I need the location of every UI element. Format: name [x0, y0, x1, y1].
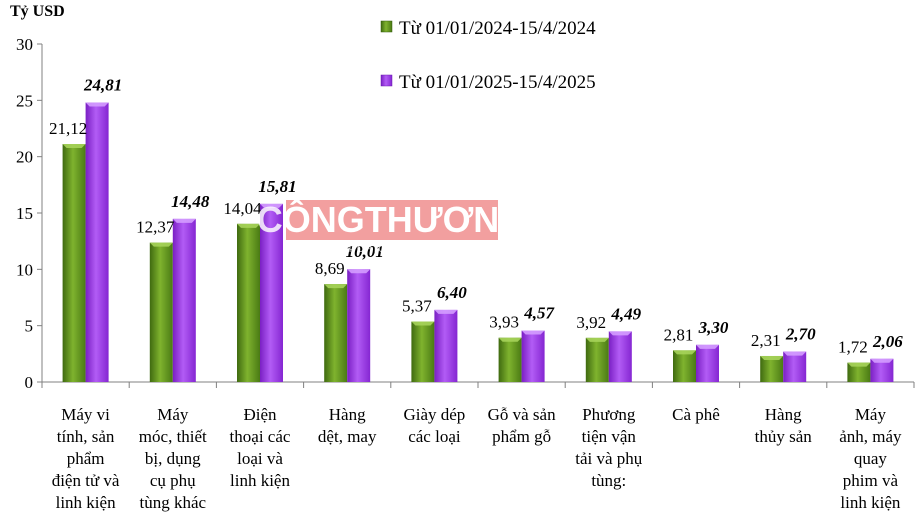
bar-2024 — [237, 223, 260, 382]
bar-2025 — [172, 218, 196, 382]
value-label-2025: 24,81 — [83, 75, 122, 94]
y-tick-label: 20 — [16, 148, 33, 167]
category-label: Hàng dệt, may — [318, 405, 377, 446]
bars — [62, 102, 894, 382]
bar-2024 — [760, 355, 784, 382]
legend-label-2024: Từ 01/01/2024-15/4/2024 — [399, 18, 596, 39]
category-label: Cà phê — [672, 405, 720, 424]
legend-swatch-2025 — [380, 74, 393, 87]
legend: Từ 01/01/2024-15/4/2024 Từ 01/01/2025-15… — [380, 18, 596, 93]
y-tick-label: 15 — [16, 204, 33, 223]
y-tick-label: 30 — [16, 35, 33, 54]
value-label-2024: 2,81 — [664, 325, 694, 344]
bar-2024 — [847, 362, 871, 382]
category-label: Điện thoại các loại và linh kiện — [230, 405, 291, 490]
bar-2024 — [149, 242, 173, 382]
bar-2024 — [585, 337, 609, 382]
category-label: Máy ảnh, máy quay phim và linh kiện — [839, 405, 902, 512]
bar-2025 — [783, 351, 807, 382]
bar-2025 — [434, 309, 458, 382]
value-label-2024: 14,04 — [223, 199, 262, 218]
legend-swatch-2024 — [380, 20, 393, 33]
value-label-2025: 3,30 — [698, 318, 729, 337]
y-tick-label: 5 — [25, 317, 34, 336]
unit-label: Tỷ USD — [10, 3, 65, 20]
watermark-logo: CÔNGTHƯƠNG — [257, 198, 528, 240]
value-label-2024: 12,37 — [136, 218, 175, 237]
category-labels: Máy vi tính, sản phẩm điện tử và linh kiện Má… — [52, 405, 902, 512]
y-tick-label: 25 — [16, 91, 33, 110]
category-label: Hàng thủy sản — [755, 405, 813, 446]
value-label-2025: 2,70 — [785, 325, 816, 344]
category-label: Gỗ và sản phẩm gỗ — [488, 405, 556, 446]
value-label-2025: 4,57 — [523, 304, 555, 323]
value-label-2025: 4,49 — [610, 304, 641, 323]
value-label-2025: 6,40 — [437, 283, 467, 302]
watermark: CÔNGTHƯƠNG WWW.TAPCHICONGTHUONG.VN — [257, 198, 528, 254]
bar-2025 — [870, 358, 894, 382]
bar-2024 — [498, 337, 522, 382]
y-tick-label: 0 — [25, 373, 34, 392]
value-label-2024: 3,93 — [489, 313, 519, 332]
category-label: Máy móc, thiết bị, dụng cụ phụ tùng khác — [139, 405, 207, 512]
value-label-2025: 14,48 — [171, 192, 210, 211]
bar-2025 — [260, 203, 283, 382]
bar-2024 — [411, 321, 435, 382]
watermark-background — [286, 200, 498, 240]
value-label-2024: 2,31 — [751, 331, 781, 350]
legend-label-2025: Từ 01/01/2025-15/4/2025 — [399, 72, 596, 93]
y-tick-label: 10 — [16, 260, 33, 279]
bar-2024 — [324, 284, 348, 382]
value-label-2024: 8,69 — [315, 259, 345, 278]
value-label-2024: 21,12 — [49, 119, 87, 138]
value-label-2025: 10,01 — [346, 242, 384, 261]
bar-2025 — [608, 331, 632, 382]
bar-2025 — [521, 330, 545, 382]
watermark-url: WWW.TAPCHICONGTHUONG.VN — [299, 244, 486, 254]
bar-2025 — [347, 269, 371, 382]
value-label-2024: 1,72 — [838, 338, 868, 357]
bar-2025 — [85, 102, 109, 382]
y-tick-labels: 0 5 10 15 20 25 30 — [16, 35, 33, 392]
bar-2024 — [62, 144, 86, 382]
category-label: Máy vi tính, sản phẩm điện tử và linh kiện — [52, 405, 120, 512]
value-label-2024: 5,37 — [402, 296, 432, 315]
value-label-2025: 2,06 — [872, 332, 903, 351]
value-label-2024: 3,92 — [576, 313, 606, 332]
value-label-2025: 15,81 — [258, 177, 296, 196]
bar-2025 — [696, 344, 719, 382]
category-label: Phương tiện vận tải và phụ tùng: — [575, 405, 643, 490]
category-label: Giày dép các loại — [403, 405, 465, 446]
bar-2024 — [673, 350, 696, 382]
